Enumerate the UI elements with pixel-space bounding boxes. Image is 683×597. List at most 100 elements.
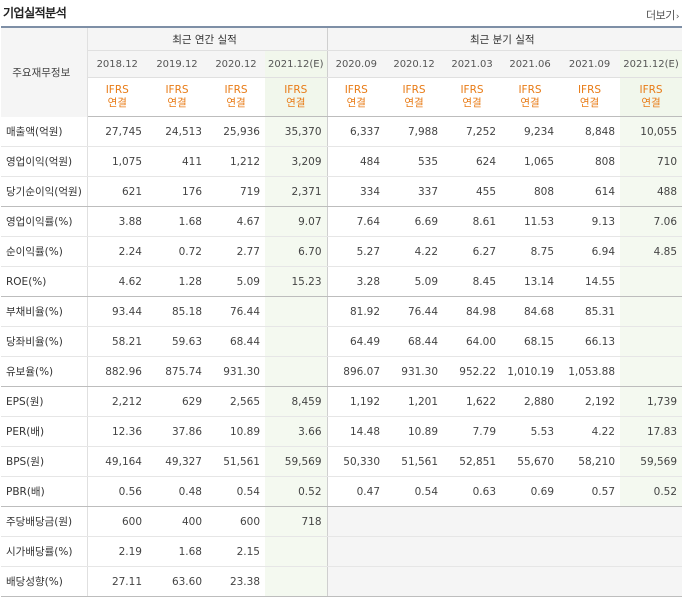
annual-value-cell: 1,075 [87,146,147,177]
quarter-value-cell [559,536,621,567]
section-header: 기업실적분석 더보기› [0,0,683,26]
annual-value-cell: 24,513 [147,116,207,147]
annual-value-cell: 93.44 [87,296,147,327]
annual-value-cell: 9.07 [265,206,328,237]
period-header-quarter-2: 2021.03 [443,50,502,78]
annual-value-cell: 2.24 [87,236,147,267]
annual-value-cell: 51,561 [207,446,265,477]
row-label: 당좌비율(%) [1,326,88,357]
quarter-value-cell: 51,561 [385,446,444,477]
label-column-header: 주요재무정보 [1,27,88,117]
quarter-value-cell [501,566,560,597]
annual-value-cell: 629 [147,386,207,417]
method-scope-label: 연결 [579,97,600,109]
method-standard-label: IFRS [577,84,602,96]
more-link[interactable]: 더보기› [646,7,680,23]
period-header-annual-2: 2020.12 [207,50,265,78]
quarter-value-cell [620,326,683,357]
quarter-value-cell: 535 [385,146,444,177]
row-label: 영업이익(억원) [1,146,88,177]
quarter-value-cell: 808 [559,146,621,177]
table-row: EPS(원) 2,212 629 2,565 8,459 1,192 1,201 1,622 2… [1,386,683,417]
quarter-value-cell: 85.31 [559,296,621,327]
quarter-value-cell [443,506,502,537]
quarter-value-cell: 2,880 [501,386,560,417]
row-label: EPS(원) [1,386,88,417]
quarter-value-cell: 1,739 [620,386,683,417]
quarter-value-cell [326,506,386,537]
annual-value-cell: 882.96 [87,356,147,387]
quarter-value-cell: 0.52 [620,476,683,507]
annual-value-cell: 12.36 [87,416,147,447]
annual-value-cell: 0.48 [147,476,207,507]
accounting-method-annual-0: IFRS 연결 [87,77,147,117]
annual-value-cell: 1.68 [147,536,207,567]
annual-value-cell: 2,565 [207,386,265,417]
quarter-value-cell: 7.64 [326,206,386,237]
quarter-value-cell: 66.13 [559,326,621,357]
quarter-value-cell [559,566,621,597]
method-scope-label: 연결 [107,97,127,109]
quarter-value-cell [559,506,621,537]
row-label: 매출액(억원) [1,116,88,147]
section-title: 기업실적분석 [3,6,67,20]
row-label: 부채비율(%) [1,296,88,327]
quarter-value-cell: 7.79 [443,416,502,447]
quarter-value-cell: 6.27 [443,236,502,267]
quarter-value-cell: 76.44 [385,296,444,327]
quarter-value-cell: 3.28 [326,266,386,297]
quarter-value-cell: 1,622 [443,386,502,417]
annual-value-cell: 3,209 [265,146,328,177]
annual-value-cell: 27,745 [87,116,147,147]
period-header-quarter-1: 2020.12 [385,50,444,78]
annual-value-cell: 600 [207,506,265,537]
annual-value-cell: 411 [147,146,207,177]
quarter-value-cell: 81.92 [326,296,386,327]
quarter-value-cell: 6.94 [559,236,621,267]
accounting-method-annual-3: IFRS 연결 [265,77,328,117]
quarter-value-cell: 17.83 [620,416,683,447]
annual-value-cell: 4.67 [207,206,265,237]
annual-value-cell: 15.23 [265,266,328,297]
quarter-value-cell: 614 [559,176,621,207]
table-row: 영업이익률(%) 3.88 1.68 4.67 9.07 7.64 6.69 8.61 11.5… [1,206,683,237]
annual-value-cell: 0.72 [147,236,207,267]
annual-value-cell: 718 [265,506,328,537]
annual-value-cell [265,296,328,327]
table-row: 순이익률(%) 2.24 0.72 2.77 6.70 5.27 4.22 6.27 8.75 6… [1,236,683,267]
quarter-value-cell: 1,053.88 [559,356,621,387]
quarter-value-cell: 9.13 [559,206,621,237]
quarter-value-cell: 7,252 [443,116,502,147]
quarter-value-cell [620,356,683,387]
quarter-value-cell: 0.57 [559,476,621,507]
table-row: PBR(배) 0.56 0.48 0.54 0.52 0.47 0.54 0.63 0.69 0.… [1,476,683,507]
quarter-value-cell [620,506,683,537]
annual-value-cell: 1.68 [147,206,207,237]
quarter-value-cell: 7.06 [620,206,683,237]
quarter-value-cell: 64.49 [326,326,386,357]
quarter-value-cell: 1,010.19 [501,356,560,387]
accounting-method-quarter-2: IFRS 연결 [443,77,502,117]
method-scope-label: 연결 [404,97,424,109]
quarter-value-cell: 68.15 [501,326,560,357]
quarter-value-cell: 14.48 [326,416,386,447]
quarter-value-cell: 64.00 [443,326,502,357]
annual-value-cell: 400 [147,506,207,537]
quarter-value-cell: 931.30 [385,356,444,387]
annual-value-cell: 6.70 [265,236,328,267]
annual-value-cell: 5.09 [207,266,265,297]
period-header-annual-3: 2021.12(E) [265,50,328,78]
chevron-right-icon: › [675,12,680,22]
quarter-value-cell: 0.63 [443,476,502,507]
quarter-value-cell: 55,670 [501,446,560,477]
financial-summary-table: 주요재무정보 최근 연간 실적 최근 분기 실적 2018.12 2019.12 2… [1,26,683,597]
quarter-value-cell: 58,210 [559,446,621,477]
quarter-value-cell [385,566,444,597]
quarter-value-cell: 9,234 [501,116,560,147]
table-row: 부채비율(%) 93.44 85.18 76.44 81.92 76.44 84.98 84.… [1,296,683,327]
accounting-method-annual-1: IFRS 연결 [147,77,207,117]
accounting-method-quarter-0: IFRS 연결 [326,77,386,117]
annual-value-cell: 2.77 [207,236,265,267]
quarter-value-cell: 4.22 [385,236,444,267]
quarter-value-cell: 0.47 [326,476,386,507]
